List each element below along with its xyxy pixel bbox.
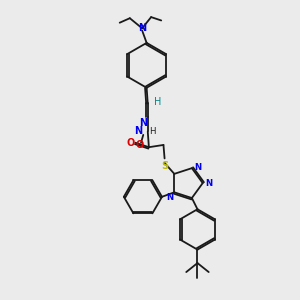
Text: N: N: [139, 118, 147, 128]
Text: N: N: [205, 178, 212, 188]
Text: O: O: [136, 140, 144, 150]
Text: H: H: [154, 97, 162, 107]
Text: N: N: [166, 194, 173, 202]
Text: S: S: [161, 161, 168, 171]
Text: N: N: [134, 127, 142, 136]
Text: N: N: [138, 23, 146, 33]
Text: H: H: [149, 127, 155, 136]
Text: N: N: [194, 163, 201, 172]
Text: O: O: [127, 138, 135, 148]
